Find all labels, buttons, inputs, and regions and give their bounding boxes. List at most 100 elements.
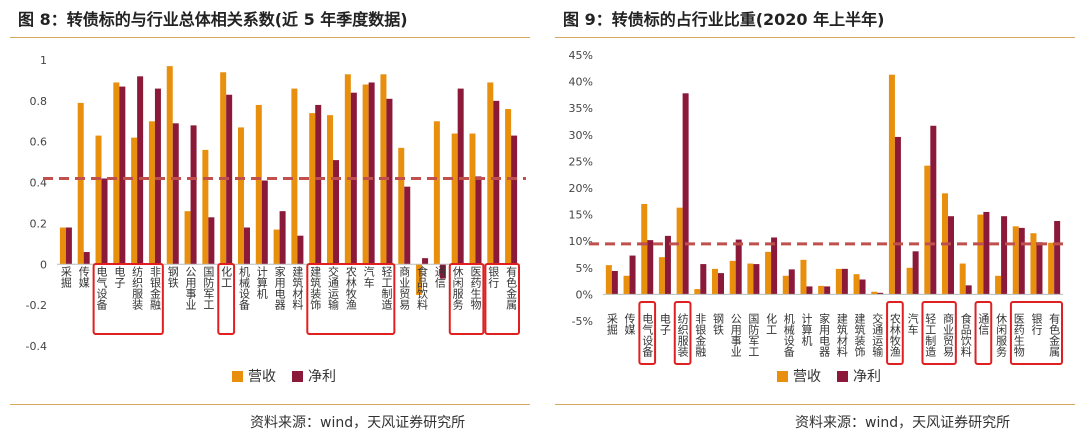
fig8-bar-profit: [208, 217, 214, 264]
fig8-category-label: 计算机: [255, 266, 268, 299]
fig8-bar-profit: [244, 228, 250, 265]
fig9-category-label: 农林牧渔: [888, 312, 901, 358]
fig9-category-label: 银行: [1030, 312, 1043, 336]
fig9-bar-profit: [1001, 216, 1007, 294]
fig8-bar-revenue: [452, 134, 458, 265]
fig8-bar-profit: [493, 101, 499, 264]
fig9-legend-swatch-revenue: [777, 371, 788, 382]
fig9-bar-profit: [630, 256, 636, 295]
fig8-category-label: 传媒: [77, 266, 90, 289]
fig8-bar-revenue: [345, 74, 351, 264]
fig8-category-label: 商业贸易: [398, 265, 411, 311]
fig9-bar-profit: [736, 240, 742, 295]
fig8-bar-revenue: [220, 72, 226, 264]
fig9-ytick-label: 35%: [569, 102, 593, 115]
fig8-bar-revenue: [202, 150, 208, 264]
fig8-category-label: 通信: [433, 266, 446, 289]
fig9-category-label: 交通运输: [871, 312, 884, 358]
fig9-bar-revenue: [907, 268, 913, 295]
fig9-category-label: 公用事业: [729, 313, 742, 357]
fig9-panel: 图 9：转债标的占行业比重(2020 年上半年) 45% 40% 35% 30% 25%…: [545, 0, 1080, 439]
fig8-category-label: 医药生物: [469, 266, 482, 310]
fig9-category-label: 国防军工: [747, 313, 760, 357]
fig9-bar-profit: [983, 212, 989, 294]
fig9-bar-revenue: [1030, 233, 1036, 294]
fig8-bar-profit: [386, 99, 392, 264]
fig9-bar-revenue: [641, 204, 647, 294]
fig9-bar-profit: [789, 269, 795, 294]
fig9-source: 资料来源：wind，天风证券研究所: [795, 412, 1010, 432]
fig9-bar-profit: [1054, 221, 1060, 294]
fig8-bar-profit: [511, 136, 517, 265]
fig8-bar-profit: [333, 160, 339, 264]
fig8-bar-revenue: [380, 74, 386, 264]
fig9-category-label: 轻工制造: [924, 312, 937, 357]
fig9-legend-label-revenue: 营收: [793, 369, 821, 385]
fig9-bar-profit: [860, 280, 866, 295]
fig8-category-label: 家用电器: [273, 265, 286, 311]
fig9-bar-revenue: [730, 261, 736, 295]
fig9-bar-profit: [683, 93, 689, 294]
fig9-bar-revenue: [836, 269, 842, 295]
fig8-bar-revenue: [398, 148, 404, 264]
fig9-bar-revenue: [624, 276, 630, 295]
fig9-bar-profit: [824, 286, 830, 294]
fig8-category-label: 银行: [487, 265, 500, 289]
fig8-category-label: 公用事业: [184, 266, 197, 310]
fig9-category-label: 休闲服务: [995, 313, 1008, 357]
fig8-bar-revenue: [238, 127, 244, 264]
fig8-panel: 图 8：转债标的与行业总体相关系数(近 5 年季度数据) 1 0.8 0.6 0.4 0…: [0, 0, 540, 439]
fig8-bar-profit: [155, 89, 161, 265]
fig9-ytick-label: 0%: [576, 288, 593, 301]
fig8-bar-revenue: [487, 82, 493, 264]
fig9-category-label: 通信: [977, 313, 990, 336]
fig9-bar-profit: [700, 264, 706, 294]
fig9-category-label: 食品饮料: [959, 312, 972, 358]
fig9-category-label: 钢铁: [712, 313, 725, 335]
fig9-bar-profit: [1036, 242, 1042, 294]
fig8-legend-label-revenue: 营收: [248, 369, 276, 385]
fig9-bar-revenue: [712, 269, 718, 295]
fig9-bar-revenue: [677, 208, 683, 295]
fig9-bar-revenue: [995, 276, 1001, 295]
fig9-category-label: 建筑装饰: [853, 312, 866, 357]
fig8-bar-revenue: [469, 134, 475, 265]
fig9-ytick-label: 20%: [569, 182, 593, 195]
fig8-category-label: 电气设备: [95, 266, 108, 311]
fig8-bar-profit: [137, 76, 143, 264]
fig8-ytick-label: 0.6: [30, 136, 48, 149]
fig9-bar-profit: [842, 269, 848, 295]
fig9-category-label: 采掘: [605, 313, 618, 336]
fig9-bar-profit: [647, 240, 653, 294]
fig9-bar-revenue: [818, 286, 824, 295]
fig8-title: 图 8：转债标的与行业总体相关系数(近 5 年季度数据): [18, 6, 408, 30]
fig8-category-label: 电子: [113, 266, 126, 288]
fig8-source: 资料来源：wind，天风证券研究所: [250, 412, 465, 432]
fig8-bar-revenue: [274, 230, 280, 265]
fig9-bar-profit: [895, 137, 901, 294]
fig8-ytick-label: -0.4: [26, 340, 47, 353]
fig9-bar-revenue: [1048, 243, 1054, 295]
fig9-category-label: 纺织服装: [676, 312, 689, 358]
fig9-bar-revenue: [659, 257, 665, 294]
fig9-category-label: 商业贸易: [942, 312, 955, 358]
fig8-bar-revenue: [505, 109, 511, 264]
fig9-bar-profit: [966, 285, 972, 294]
fig9-ytick-label: 45%: [569, 49, 593, 62]
fig9-chart: 45%40%35%30%25%20%15%10%5%0%-5% 采掘 传媒 电气设备电…: [545, 40, 1080, 400]
fig8-ytick-label: 0: [40, 258, 47, 271]
fig8-bar-revenue: [256, 105, 262, 264]
fig8-legend-label-profit: 净利: [308, 369, 336, 385]
fig8-category-label: 国防军工: [202, 266, 215, 310]
fig8-bar-revenue: [185, 211, 191, 264]
fig8-category-label: 农林牧渔: [344, 265, 357, 311]
fig9-category-label: 有色金属: [1048, 312, 1061, 358]
fig8-bar-profit: [262, 181, 268, 265]
fig8-legend-swatch-profit: [292, 371, 303, 382]
fig9-ytick-label: 15%: [569, 209, 593, 222]
fig8-category-label: 汽车: [362, 265, 375, 289]
fig8-category-label: 休闲服务: [451, 266, 464, 310]
fig9-legend-swatch-profit: [837, 371, 848, 382]
fig8-category-label: 轻工制造: [380, 265, 393, 310]
fig9-category-label: 家用电器: [818, 312, 831, 358]
